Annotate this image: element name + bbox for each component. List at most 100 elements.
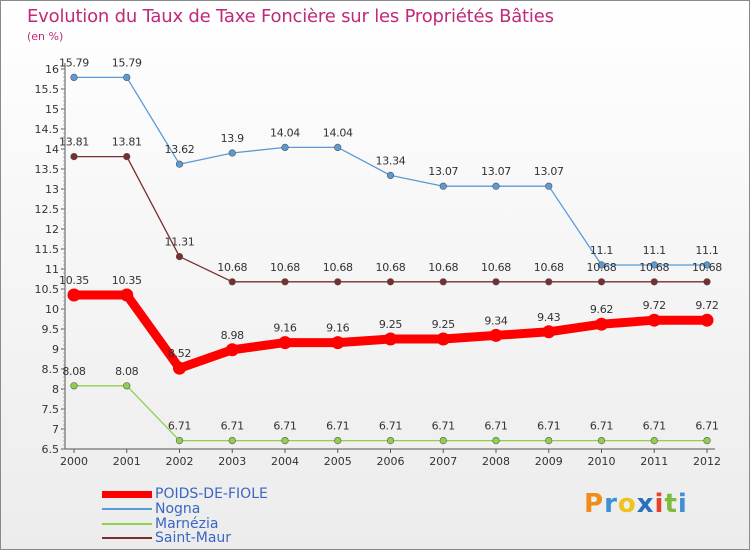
y-tick-label: 9.5 [42, 323, 60, 336]
x-tick-label: 2002 [166, 455, 194, 468]
logo-letter: r [604, 489, 618, 519]
data-point-saint-maur [597, 278, 606, 286]
y-tick-label: 14 [45, 143, 59, 156]
logo-letter: t [664, 489, 678, 519]
y-tick-label: 11.5 [35, 243, 60, 256]
legend-item: Marnézia [102, 516, 268, 531]
data-label-marn-zia: 6.71 [168, 420, 191, 433]
data-label-saint-maur: 10.68 [217, 261, 247, 274]
data-label-nogna: 14.04 [270, 126, 300, 139]
data-point-poids-de-fiole [67, 288, 81, 302]
data-label-marn-zia: 8.08 [115, 365, 139, 378]
data-label-marn-zia: 6.71 [643, 420, 666, 433]
data-label-saint-maur: 10.68 [639, 261, 669, 274]
data-point-nogna [281, 143, 289, 151]
data-point-poids-de-fiole [595, 317, 608, 331]
data-point-nogna [597, 261, 606, 269]
data-label-nogna: 13.07 [428, 165, 458, 178]
data-point-nogna [545, 182, 553, 190]
data-point-nogna [492, 182, 500, 190]
y-tick-label: 7 [52, 423, 59, 436]
data-point-poids-de-fiole [331, 336, 345, 350]
data-label-poids-de-fiole: 9.34 [484, 314, 508, 327]
y-tick-label: 8.5 [42, 363, 60, 376]
data-point-marn-zia [545, 437, 553, 445]
data-point-poids-de-fiole [436, 332, 450, 346]
x-tick-label: 2008 [482, 455, 510, 468]
chart-title: Evolution du Taux de Taxe Foncière sur l… [27, 6, 554, 27]
series-data-labels: 15.79 15.79 13.62 13.9 14.04 14.04 13.34 13.07 1… [59, 56, 723, 433]
x-tick-label: 2000 [60, 455, 88, 468]
data-point-marn-zia [281, 437, 289, 445]
data-point-nogna [334, 143, 342, 151]
data-label-nogna: 15.79 [59, 56, 89, 69]
data-point-saint-maur [492, 278, 500, 286]
data-label-marn-zia: 8.08 [62, 365, 86, 378]
data-point-poids-de-fiole [384, 332, 397, 346]
data-label-saint-maur: 10.68 [323, 261, 353, 274]
y-tick-label: 15.5 [35, 83, 60, 96]
legend-swatch [102, 522, 152, 525]
data-label-marn-zia: 6.71 [221, 420, 244, 433]
data-point-nogna [439, 182, 447, 190]
data-label-saint-maur: 10.68 [534, 261, 564, 274]
x-tick-label: 2005 [324, 455, 352, 468]
data-label-saint-maur: 10.68 [692, 261, 722, 274]
data-point-nogna [386, 171, 395, 179]
data-label-poids-de-fiole: 10.35 [112, 274, 142, 287]
data-label-saint-maur: 10.68 [428, 261, 458, 274]
logo-letter: i [654, 489, 665, 519]
data-label-marn-zia: 6.71 [432, 420, 455, 433]
data-point-poids-de-fiole [225, 343, 239, 357]
data-point-marn-zia [597, 437, 606, 445]
data-label-nogna: 11.1 [590, 244, 613, 257]
data-point-marn-zia [439, 437, 447, 445]
legend-label: POIDS-DE-FIOLE [155, 486, 268, 503]
data-point-marn-zia [123, 382, 131, 390]
data-point-nogna [175, 160, 184, 168]
logo-letter: i [677, 489, 688, 519]
data-point-marn-zia [175, 437, 184, 445]
y-tick-label: 15 [45, 103, 59, 116]
legend-label: Marnézia [155, 515, 219, 532]
data-point-marn-zia [70, 382, 78, 390]
data-label-marn-zia: 6.71 [590, 420, 613, 433]
data-point-nogna [703, 261, 711, 269]
data-point-saint-maur [281, 278, 289, 286]
data-label-poids-de-fiole: 9.72 [643, 299, 666, 312]
x-tick-label: 2004 [271, 455, 299, 468]
data-label-poids-de-fiole: 9.43 [537, 311, 561, 324]
legend-label: Saint-Maur [155, 530, 232, 547]
y-tick-label: 11 [45, 263, 59, 276]
y-tick-label: 6.5 [42, 443, 60, 456]
data-label-marn-zia: 6.71 [273, 420, 296, 433]
data-point-marn-zia [650, 437, 658, 445]
data-point-poids-de-fiole [278, 336, 292, 350]
data-label-nogna: 13.34 [376, 154, 406, 167]
y-tick-label: 14.5 [35, 123, 60, 136]
data-point-poids-de-fiole [700, 313, 714, 327]
data-label-saint-maur: 11.31 [165, 236, 195, 249]
data-label-marn-zia: 6.71 [537, 420, 560, 433]
data-label-nogna: 11.1 [643, 244, 666, 257]
data-point-saint-maur [334, 278, 342, 286]
data-point-nogna [228, 149, 236, 157]
data-label-marn-zia: 6.71 [379, 420, 402, 433]
data-label-saint-maur: 10.68 [270, 261, 300, 274]
data-point-marn-zia [228, 437, 236, 445]
data-label-marn-zia: 6.71 [326, 420, 349, 433]
logo-letter: P [584, 489, 605, 519]
legend: POIDS-DE-FIOLE Nogna Marnézia Saint-Maur [102, 487, 268, 546]
data-point-saint-maur [175, 253, 184, 261]
legend-item: Nogna [102, 502, 268, 517]
data-label-poids-de-fiole: 9.25 [432, 318, 456, 331]
data-label-saint-maur: 10.68 [587, 261, 617, 274]
proxiti-logo: Proxiti [584, 489, 688, 519]
data-point-saint-maur [228, 278, 236, 286]
data-label-poids-de-fiole: 9.16 [273, 322, 297, 335]
data-label-poids-de-fiole: 9.25 [379, 318, 403, 331]
data-point-nogna [123, 73, 131, 81]
data-point-marn-zia [334, 437, 342, 445]
data-point-saint-maur [545, 278, 553, 286]
